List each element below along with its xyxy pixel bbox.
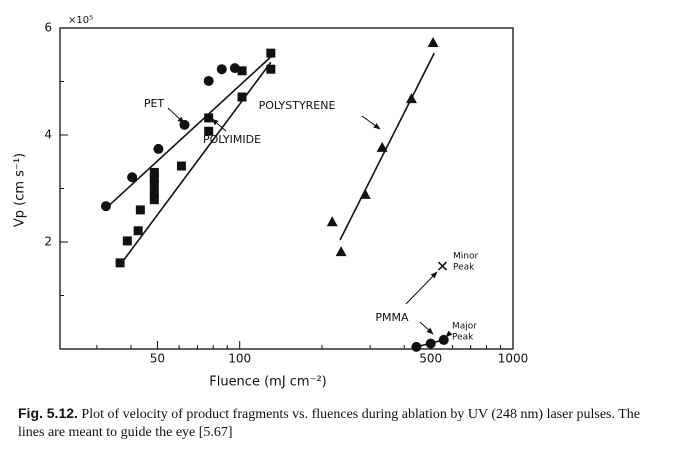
x-tick-label: 1000	[498, 352, 529, 366]
peak-label: Major	[452, 322, 477, 332]
x-tick-label: 500	[419, 352, 442, 366]
marker	[127, 172, 138, 183]
marker	[359, 188, 371, 199]
marker	[216, 64, 227, 75]
marker	[229, 63, 240, 74]
marker	[203, 75, 214, 86]
chart: Fluence (mJ cm⁻²) Vp (cm s⁻¹) ×10⁵ 50 100…	[13, 15, 529, 390]
guide-line	[105, 56, 272, 209]
marker	[204, 126, 214, 136]
marker	[266, 64, 276, 74]
y-tick-label: 6	[44, 21, 52, 35]
y-axis-label: Vp (cm s⁻¹)	[13, 153, 28, 227]
caption-text: Plot of velocity of product fragments vs…	[18, 407, 641, 440]
series-label: POLYIMIDE	[203, 133, 261, 146]
marker	[149, 195, 159, 205]
peak-label: Peak	[453, 263, 475, 273]
marker	[149, 180, 159, 190]
caption: Fig. 5.12. Plot of velocity of product f…	[18, 404, 668, 442]
marker	[176, 161, 186, 171]
y-tick-label: 4	[44, 128, 52, 142]
marker	[135, 205, 145, 215]
marker	[326, 216, 338, 227]
peak-label: Peak	[452, 333, 474, 343]
marker	[438, 334, 449, 345]
guide-line	[119, 61, 272, 266]
marker	[237, 92, 247, 102]
marker	[405, 93, 417, 104]
marker	[115, 258, 125, 268]
peak-label: Minor	[453, 252, 478, 262]
marker	[376, 141, 388, 152]
arrow	[419, 321, 434, 335]
guide-line	[339, 52, 435, 241]
x-tick-label: 100	[228, 352, 251, 366]
arrow	[405, 271, 438, 305]
marker	[149, 188, 159, 198]
arrow	[211, 118, 227, 132]
marker	[204, 113, 214, 123]
marker	[427, 36, 439, 47]
y-tick-label: 2	[44, 235, 52, 249]
marker	[133, 226, 143, 236]
marker	[237, 66, 247, 76]
marker	[100, 201, 111, 212]
series-label: PET	[144, 97, 165, 110]
series-label: POLYSTYRENE	[259, 99, 336, 112]
marker	[153, 143, 164, 154]
marker	[122, 236, 132, 246]
series-label: PMMA	[375, 311, 409, 324]
marker	[437, 261, 448, 271]
x-tick-label: 50	[150, 352, 165, 366]
marker	[179, 119, 190, 130]
marker	[335, 246, 347, 257]
marker	[266, 48, 276, 58]
arrow	[361, 115, 381, 130]
x-axis-label: Fluence (mJ cm⁻²)	[209, 375, 327, 390]
marker	[149, 173, 159, 183]
marker	[425, 338, 436, 349]
marker	[149, 167, 159, 177]
caption-label: Fig. 5.12.	[18, 405, 78, 421]
y-multiplier: ×10⁵	[68, 15, 93, 26]
arrow	[167, 107, 185, 124]
arrows	[167, 107, 453, 338]
marker	[411, 341, 422, 352]
